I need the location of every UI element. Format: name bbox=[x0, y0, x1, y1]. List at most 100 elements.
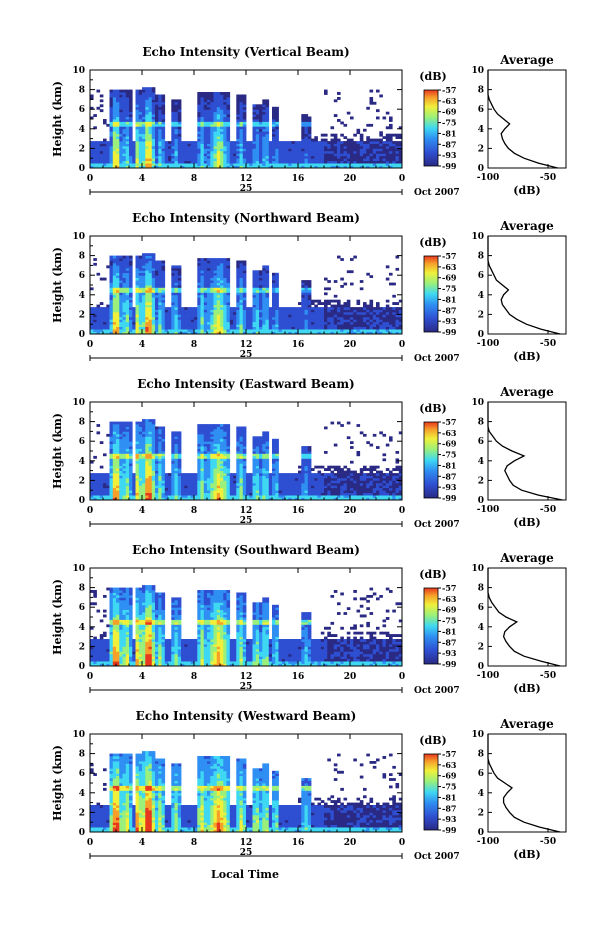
colorbar-tick-label: -81 bbox=[442, 128, 456, 138]
heatmap-cell bbox=[119, 463, 123, 467]
heatmap-cell bbox=[158, 119, 162, 122]
heatmap-cell bbox=[350, 141, 354, 144]
heatmap-cell bbox=[220, 292, 224, 296]
heatmap-cell bbox=[197, 331, 201, 335]
heatmap-cell bbox=[197, 282, 201, 286]
heatmap-cell bbox=[272, 160, 276, 164]
heatmap-cell bbox=[252, 282, 257, 286]
heatmap-cell bbox=[116, 463, 120, 467]
heatmap-cell bbox=[177, 485, 182, 489]
heatmap-cell bbox=[288, 316, 292, 320]
heatmap-cell bbox=[249, 158, 253, 162]
heatmap-cell bbox=[353, 316, 357, 320]
heatmap-cell bbox=[288, 309, 292, 313]
heatmap-cell bbox=[216, 111, 221, 115]
heatmap-cell bbox=[382, 324, 387, 327]
heatmap-cell bbox=[112, 126, 117, 130]
heatmap-cell bbox=[132, 316, 136, 320]
heatmap-cell bbox=[213, 292, 218, 296]
heatmap-cell bbox=[90, 460, 94, 464]
heatmap-cell bbox=[379, 311, 383, 315]
heatmap-cell bbox=[259, 123, 263, 127]
heatmap-cell bbox=[210, 465, 214, 469]
heatmap-cell bbox=[109, 109, 114, 113]
heatmap-cell bbox=[112, 297, 117, 301]
heatmap-cell bbox=[148, 321, 153, 325]
heatmap-cell bbox=[142, 255, 146, 259]
heatmap-cell bbox=[337, 138, 341, 142]
heatmap-cell bbox=[93, 495, 97, 498]
heatmap-cell bbox=[307, 119, 312, 122]
heatmap-cell bbox=[103, 153, 107, 157]
heatmap-cell bbox=[125, 309, 130, 313]
heatmap-cell bbox=[366, 331, 370, 335]
heatmap-cell bbox=[135, 307, 140, 310]
heatmap-cell bbox=[203, 475, 208, 479]
heatmap-cell bbox=[158, 326, 162, 330]
heatmap-cell bbox=[119, 497, 123, 501]
heatmap-cell bbox=[278, 331, 283, 335]
heatmap-cell bbox=[255, 136, 260, 139]
heatmap-cell bbox=[265, 297, 270, 301]
heatmap-cell bbox=[278, 163, 283, 166]
heatmap-cell bbox=[298, 165, 302, 169]
heatmap-cell bbox=[145, 119, 149, 122]
heatmap-cell bbox=[142, 487, 146, 491]
heatmap-cell bbox=[307, 136, 312, 139]
heatmap-cell bbox=[389, 160, 393, 164]
heatmap-cell bbox=[116, 307, 120, 310]
heatmap-cell bbox=[174, 458, 179, 462]
heatmap-cell bbox=[151, 492, 156, 496]
heatmap-cell bbox=[298, 148, 302, 152]
heatmap-cell bbox=[223, 324, 227, 327]
heatmap-cell bbox=[255, 153, 260, 157]
heatmap-cell bbox=[272, 133, 276, 137]
heatmap-cell bbox=[103, 319, 107, 323]
heatmap-cell bbox=[145, 275, 149, 278]
heatmap-cell bbox=[177, 136, 182, 139]
heatmap-cell bbox=[161, 282, 166, 286]
heatmap-cell bbox=[278, 150, 283, 154]
heatmap-cell bbox=[142, 495, 146, 498]
heatmap-cell bbox=[174, 329, 179, 332]
heatmap-cell bbox=[223, 133, 227, 137]
heatmap-cell bbox=[385, 326, 390, 330]
heatmap-cell bbox=[184, 141, 188, 144]
heatmap-cell bbox=[148, 438, 153, 442]
heatmap-cell bbox=[242, 260, 247, 264]
heatmap-cell bbox=[346, 311, 351, 315]
heatmap-cell bbox=[90, 165, 94, 169]
heatmap-cell bbox=[376, 165, 380, 169]
heatmap-cell bbox=[203, 280, 208, 283]
heatmap-cell bbox=[239, 262, 244, 266]
heatmap-cell bbox=[155, 326, 159, 330]
heatmap-cell bbox=[177, 111, 182, 115]
heatmap-cell bbox=[255, 299, 260, 303]
heatmap-cell bbox=[129, 299, 133, 303]
heatmap-cell bbox=[262, 297, 266, 301]
heatmap-cell bbox=[125, 304, 130, 308]
heatmap-cell bbox=[122, 428, 127, 432]
heatmap-cell bbox=[119, 460, 123, 464]
heatmap-cell bbox=[164, 321, 169, 325]
heatmap-cell bbox=[294, 314, 299, 318]
heatmap-cell bbox=[301, 114, 305, 117]
heatmap-cell bbox=[142, 262, 146, 266]
heatmap-cell bbox=[307, 326, 312, 330]
heatmap-cell bbox=[203, 153, 208, 157]
heatmap-cell bbox=[379, 131, 383, 135]
heatmap-cell bbox=[197, 433, 201, 437]
heatmap-cell bbox=[291, 324, 296, 327]
heatmap-cell bbox=[369, 89, 374, 93]
heatmap-cell bbox=[226, 282, 231, 286]
heatmap-cell bbox=[275, 145, 279, 149]
heatmap-cell bbox=[158, 443, 162, 447]
heatmap-cell bbox=[210, 490, 214, 493]
heatmap-cell bbox=[184, 319, 188, 323]
heatmap-cell bbox=[369, 307, 374, 310]
heatmap-cell bbox=[112, 294, 117, 298]
heatmap-cell bbox=[268, 165, 273, 169]
heatmap-cell bbox=[181, 155, 185, 159]
heatmap-cell bbox=[249, 141, 253, 144]
heatmap-cell bbox=[333, 309, 338, 313]
